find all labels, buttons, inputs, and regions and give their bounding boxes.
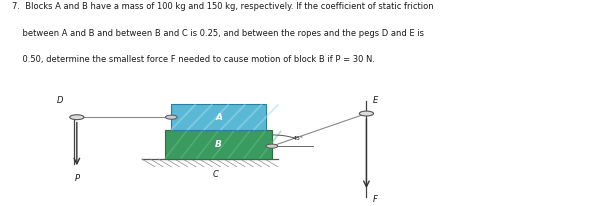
Bar <box>171 104 266 130</box>
Text: A: A <box>215 113 222 122</box>
Text: 7.  Blocks A and B have a mass of 100 kg and 150 kg, respectively. If the coeffi: 7. Blocks A and B have a mass of 100 kg … <box>12 2 433 11</box>
Text: B: B <box>215 140 222 149</box>
Text: P: P <box>74 174 79 183</box>
Text: E: E <box>372 96 378 105</box>
Text: between A and B and between B and C is 0.25, and between the ropes and the pegs : between A and B and between B and C is 0… <box>12 29 424 37</box>
Text: 0.50, determine the smallest force F needed to cause motion of block B if P = 30: 0.50, determine the smallest force F nee… <box>12 55 375 64</box>
Circle shape <box>70 115 84 120</box>
Circle shape <box>359 111 374 116</box>
Bar <box>165 130 272 159</box>
Circle shape <box>165 115 177 119</box>
Text: C: C <box>213 170 219 179</box>
Text: F: F <box>372 195 377 204</box>
Text: D: D <box>57 96 63 105</box>
Text: 45°: 45° <box>293 136 304 141</box>
Circle shape <box>266 144 278 148</box>
